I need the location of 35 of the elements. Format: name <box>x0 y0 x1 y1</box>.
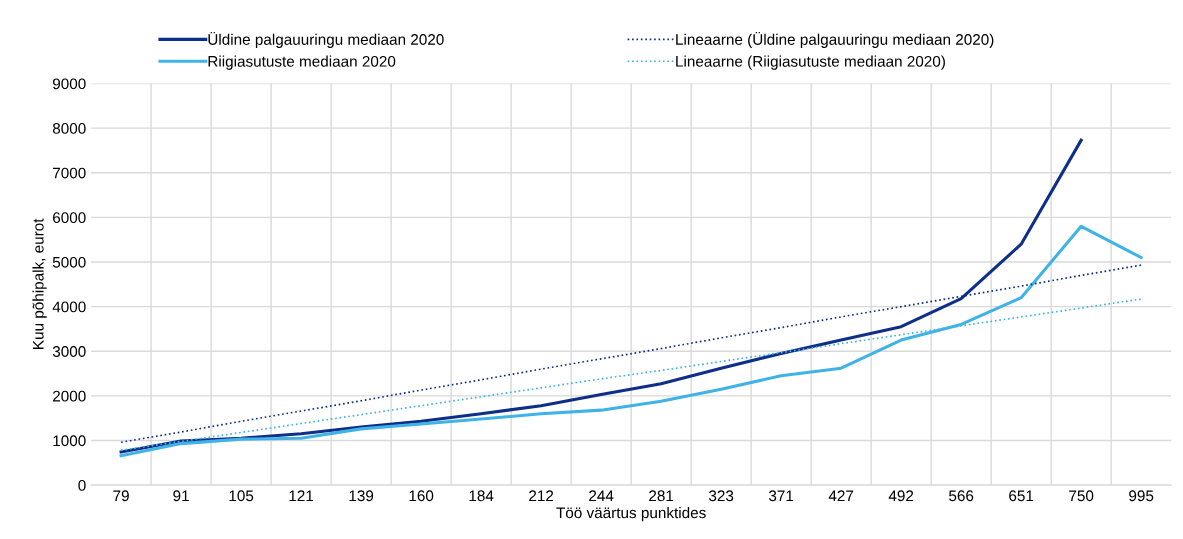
x-tick-label: 184 <box>469 490 494 502</box>
x-tick-label: 244 <box>589 490 614 502</box>
x-tick-label: 371 <box>768 490 794 502</box>
y-tick-label: 8000 <box>52 123 86 134</box>
x-tick-label: 105 <box>229 490 254 502</box>
x-tick-label: 995 <box>1129 490 1154 502</box>
x-tick-label: 160 <box>409 490 434 502</box>
x-tick-label: 281 <box>649 490 674 502</box>
y-tick-label: 2000 <box>53 390 86 402</box>
x-axis-title: Töö väärtus punktides <box>556 506 706 522</box>
x-tick-label: 121 <box>289 490 314 502</box>
x-tick-label: 79 <box>113 490 129 502</box>
x-tick-label: 91 <box>173 490 189 502</box>
y-tick-label: 6000 <box>53 212 86 224</box>
x-tick-label: 651 <box>1009 490 1034 502</box>
x-tick-label: 566 <box>949 490 974 502</box>
x-tick-label: 212 <box>529 490 554 502</box>
x-tick-label: 750 <box>1069 490 1094 502</box>
line-series <box>119 224 1143 458</box>
y-tick-label: 3000 <box>52 346 86 357</box>
legend-label: Lineaarne (Üldine palgauuringu mediaan 2020) <box>676 31 994 48</box>
y-tick-label: 4000 <box>52 301 86 313</box>
x-tick-label: 323 <box>708 490 734 502</box>
y-axis-title: Kuu põhipalk, eurot <box>32 218 47 349</box>
y-tick-label: 1000 <box>53 435 86 447</box>
x-tick-label: 139 <box>349 490 374 502</box>
y-tick-label: 0 <box>78 479 86 491</box>
y-tick-label: 9000 <box>52 78 86 90</box>
legend-label: Lineaarne (Riigiasutuste mediaan 2020) <box>676 55 945 70</box>
x-tick-label: 427 <box>828 490 854 502</box>
legend-label: Riigiasutuste mediaan 2020 <box>208 55 396 70</box>
y-tick-label: 5000 <box>52 256 86 268</box>
legend-label: Üldine palgauuringu mediaan 2020 <box>208 31 444 48</box>
y-tick-label: 7000 <box>53 167 86 179</box>
x-tick-label: 492 <box>888 490 914 502</box>
